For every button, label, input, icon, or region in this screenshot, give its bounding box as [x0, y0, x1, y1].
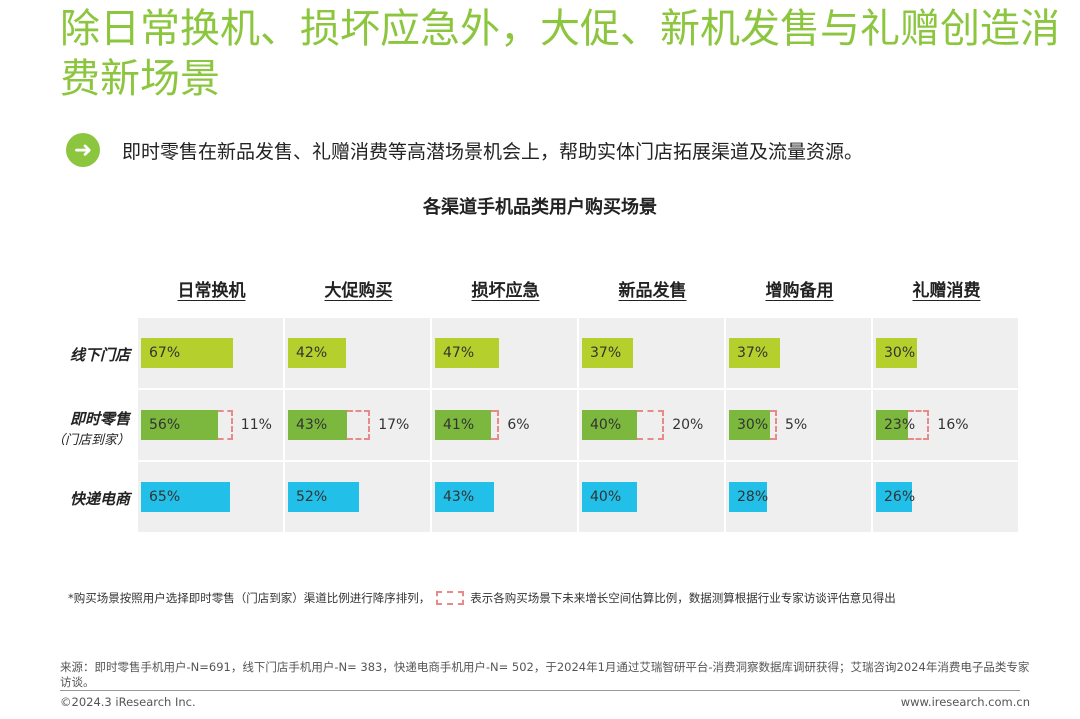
bar: 30%: [729, 410, 771, 440]
chart-cell: 43% 17%: [285, 390, 430, 460]
growth-box: [907, 410, 930, 440]
source-text: 来源：即时零售手机用户-N=691，线下门店手机用户-N= 383，快递电商手机…: [60, 660, 1030, 689]
chart-cell: 30% 5%: [726, 390, 871, 460]
divider: [60, 690, 1020, 691]
growth-label: 20%: [672, 417, 704, 433]
bar: 30%: [876, 338, 918, 368]
chart-cell: 23% 16%: [873, 390, 1018, 460]
growth-box: [217, 410, 233, 440]
chart-title: 各渠道手机品类用户购买场景: [423, 197, 657, 218]
subtitle-row: ➜ 即时零售在新品发售、礼赠消费等高潜场景机会上，帮助实体门店拓展渠道及流量资源…: [66, 133, 863, 167]
page-title: 除日常换机、损坏应急外，大促、新机发售与礼赠创造消费新场景: [60, 6, 1060, 102]
bar: 41%: [435, 410, 492, 440]
row-label-text: 快递电商: [69, 490, 130, 508]
bar: 43%: [288, 410, 347, 440]
bar: 37%: [582, 338, 633, 368]
bar: 47%: [435, 338, 500, 368]
chart-cell: 40% 20%: [579, 390, 724, 460]
footnote: *购买场景按照用户选择即时零售（门店到家）渠道比例进行降序排列， 表示各购买场景…: [68, 590, 896, 606]
growth-box: [346, 410, 371, 440]
chart-cell: 47%: [432, 318, 577, 388]
growth-box: [491, 410, 500, 440]
growth-box: [770, 410, 777, 440]
bar: 23%: [876, 410, 915, 440]
chart-cell: 26%: [873, 462, 1018, 532]
chart-cell: 42%: [285, 318, 430, 388]
row-label: 即时零售 （门店到家）: [50, 408, 130, 448]
chart-cell: 56% 11%: [138, 390, 283, 460]
column-header: 大促购买: [324, 281, 393, 301]
chart-cell: 37%: [579, 318, 724, 388]
bar: 52%: [288, 482, 360, 512]
footnote-post: 表示各购买场景下未来增长空间估算比例，数据测算根据行业专家访谈评估意见得出: [470, 591, 896, 605]
column-header: 新品发售: [618, 281, 687, 301]
row-label: 快递电商: [50, 488, 130, 509]
chart-cell: 30%: [873, 318, 1018, 388]
row-label: 线下门店: [50, 344, 130, 365]
growth-label: 17%: [378, 417, 410, 433]
chart-cell: 43%: [432, 462, 577, 532]
growth-label: 16%: [937, 417, 969, 433]
website-link[interactable]: www.iresearch.com.cn: [900, 695, 1030, 709]
bar: 67%: [141, 338, 233, 368]
row-label-sub: （门店到家）: [51, 433, 130, 448]
bar: 42%: [288, 338, 346, 368]
chart-cell: 28%: [726, 462, 871, 532]
chart-cell: 52%: [285, 462, 430, 532]
copyright: ©2024.3 iResearch Inc.: [60, 695, 196, 709]
bar: 28%: [729, 482, 768, 512]
bar: 26%: [876, 482, 915, 512]
growth-label: 5%: [784, 417, 808, 433]
column-header: 损坏应急: [471, 281, 540, 301]
growth-label: 11%: [240, 417, 272, 433]
growth-box: [636, 410, 665, 440]
column-header: 日常换机: [177, 281, 246, 301]
chart-cell: 41% 6%: [432, 390, 577, 460]
chart-cell: 37%: [726, 318, 871, 388]
growth-legend-box: [436, 591, 465, 605]
chart-cell: 65%: [138, 462, 283, 532]
bar: 65%: [141, 482, 231, 512]
bar: 40%: [582, 482, 637, 512]
footnote-pre: *购买场景按照用户选择即时零售（门店到家）渠道比例进行降序排列，: [68, 591, 431, 605]
bar: 43%: [435, 482, 494, 512]
bar: 40%: [582, 410, 637, 440]
subtitle: 即时零售在新品发售、礼赠消费等高潜场景机会上，帮助实体门店拓展渠道及流量资源。: [122, 140, 864, 163]
row-label-text: 即时零售: [69, 410, 130, 428]
column-header: 增购备用: [765, 281, 834, 301]
growth-label: 6%: [507, 417, 530, 433]
chart-cell: 67%: [138, 318, 283, 388]
column-header: 礼赠消费: [912, 281, 981, 301]
arrow-right-icon: ➜: [66, 133, 100, 167]
bar: 56%: [141, 410, 218, 440]
row-label-text: 线下门店: [69, 346, 130, 364]
chart-cell: 40%: [579, 462, 724, 532]
bar: 37%: [729, 338, 780, 368]
